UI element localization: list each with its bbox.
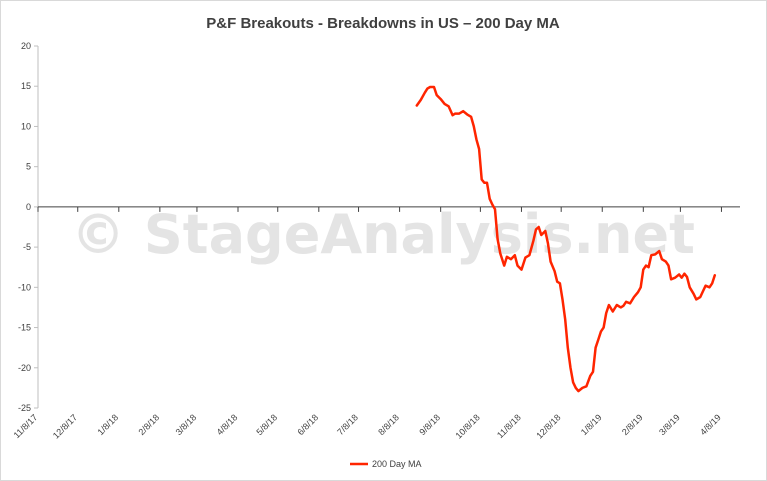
x-tick-label: 9/8/18 [417,412,442,437]
y-tick-label: 10 [21,121,31,131]
x-tick-label: 10/8/18 [454,412,482,440]
x-tick-label: 5/8/18 [254,412,279,437]
x-tick-label: 8/8/18 [376,412,401,437]
x-tick-label: 12/8/17 [51,412,79,440]
x-tick-label: 7/8/18 [335,412,360,437]
y-tick-label: 5 [26,162,31,172]
y-tick-label: 20 [21,41,31,51]
x-tick-label: 1/8/18 [95,412,120,437]
y-tick-label: -10 [18,282,31,292]
y-tick-label: -25 [18,403,31,413]
watermark: © StageAnalysis.net [71,203,695,266]
x-tick-label: 3/8/19 [657,412,682,437]
y-tick-label: -15 [18,323,31,333]
x-tick-label: 4/8/19 [698,412,723,437]
chart-title: P&F Breakouts - Breakdowns in US – 200 D… [206,15,560,32]
x-tick-label: 3/8/18 [174,412,199,437]
x-tick-label: 6/8/18 [295,412,320,437]
series-line-0 [415,85,717,393]
y-tick-label: -5 [23,242,31,252]
x-tick-label: 4/8/18 [215,412,240,437]
x-tick-label: 2/8/19 [620,412,645,437]
x-tick-label: 11/8/17 [12,412,40,440]
x-tick-label: 11/8/18 [495,412,523,440]
legend-label: 200 Day MA [372,459,422,469]
y-tick-label: 15 [21,81,31,91]
x-tick-label: 1/8/19 [579,412,604,437]
y-tick-label: 0 [26,202,31,212]
series-layer [415,85,717,393]
legend: 200 Day MA [350,459,422,469]
x-tick-label: 12/8/18 [534,412,562,440]
y-tick-label: -20 [18,363,31,373]
x-tick-label: 2/8/18 [136,412,161,437]
